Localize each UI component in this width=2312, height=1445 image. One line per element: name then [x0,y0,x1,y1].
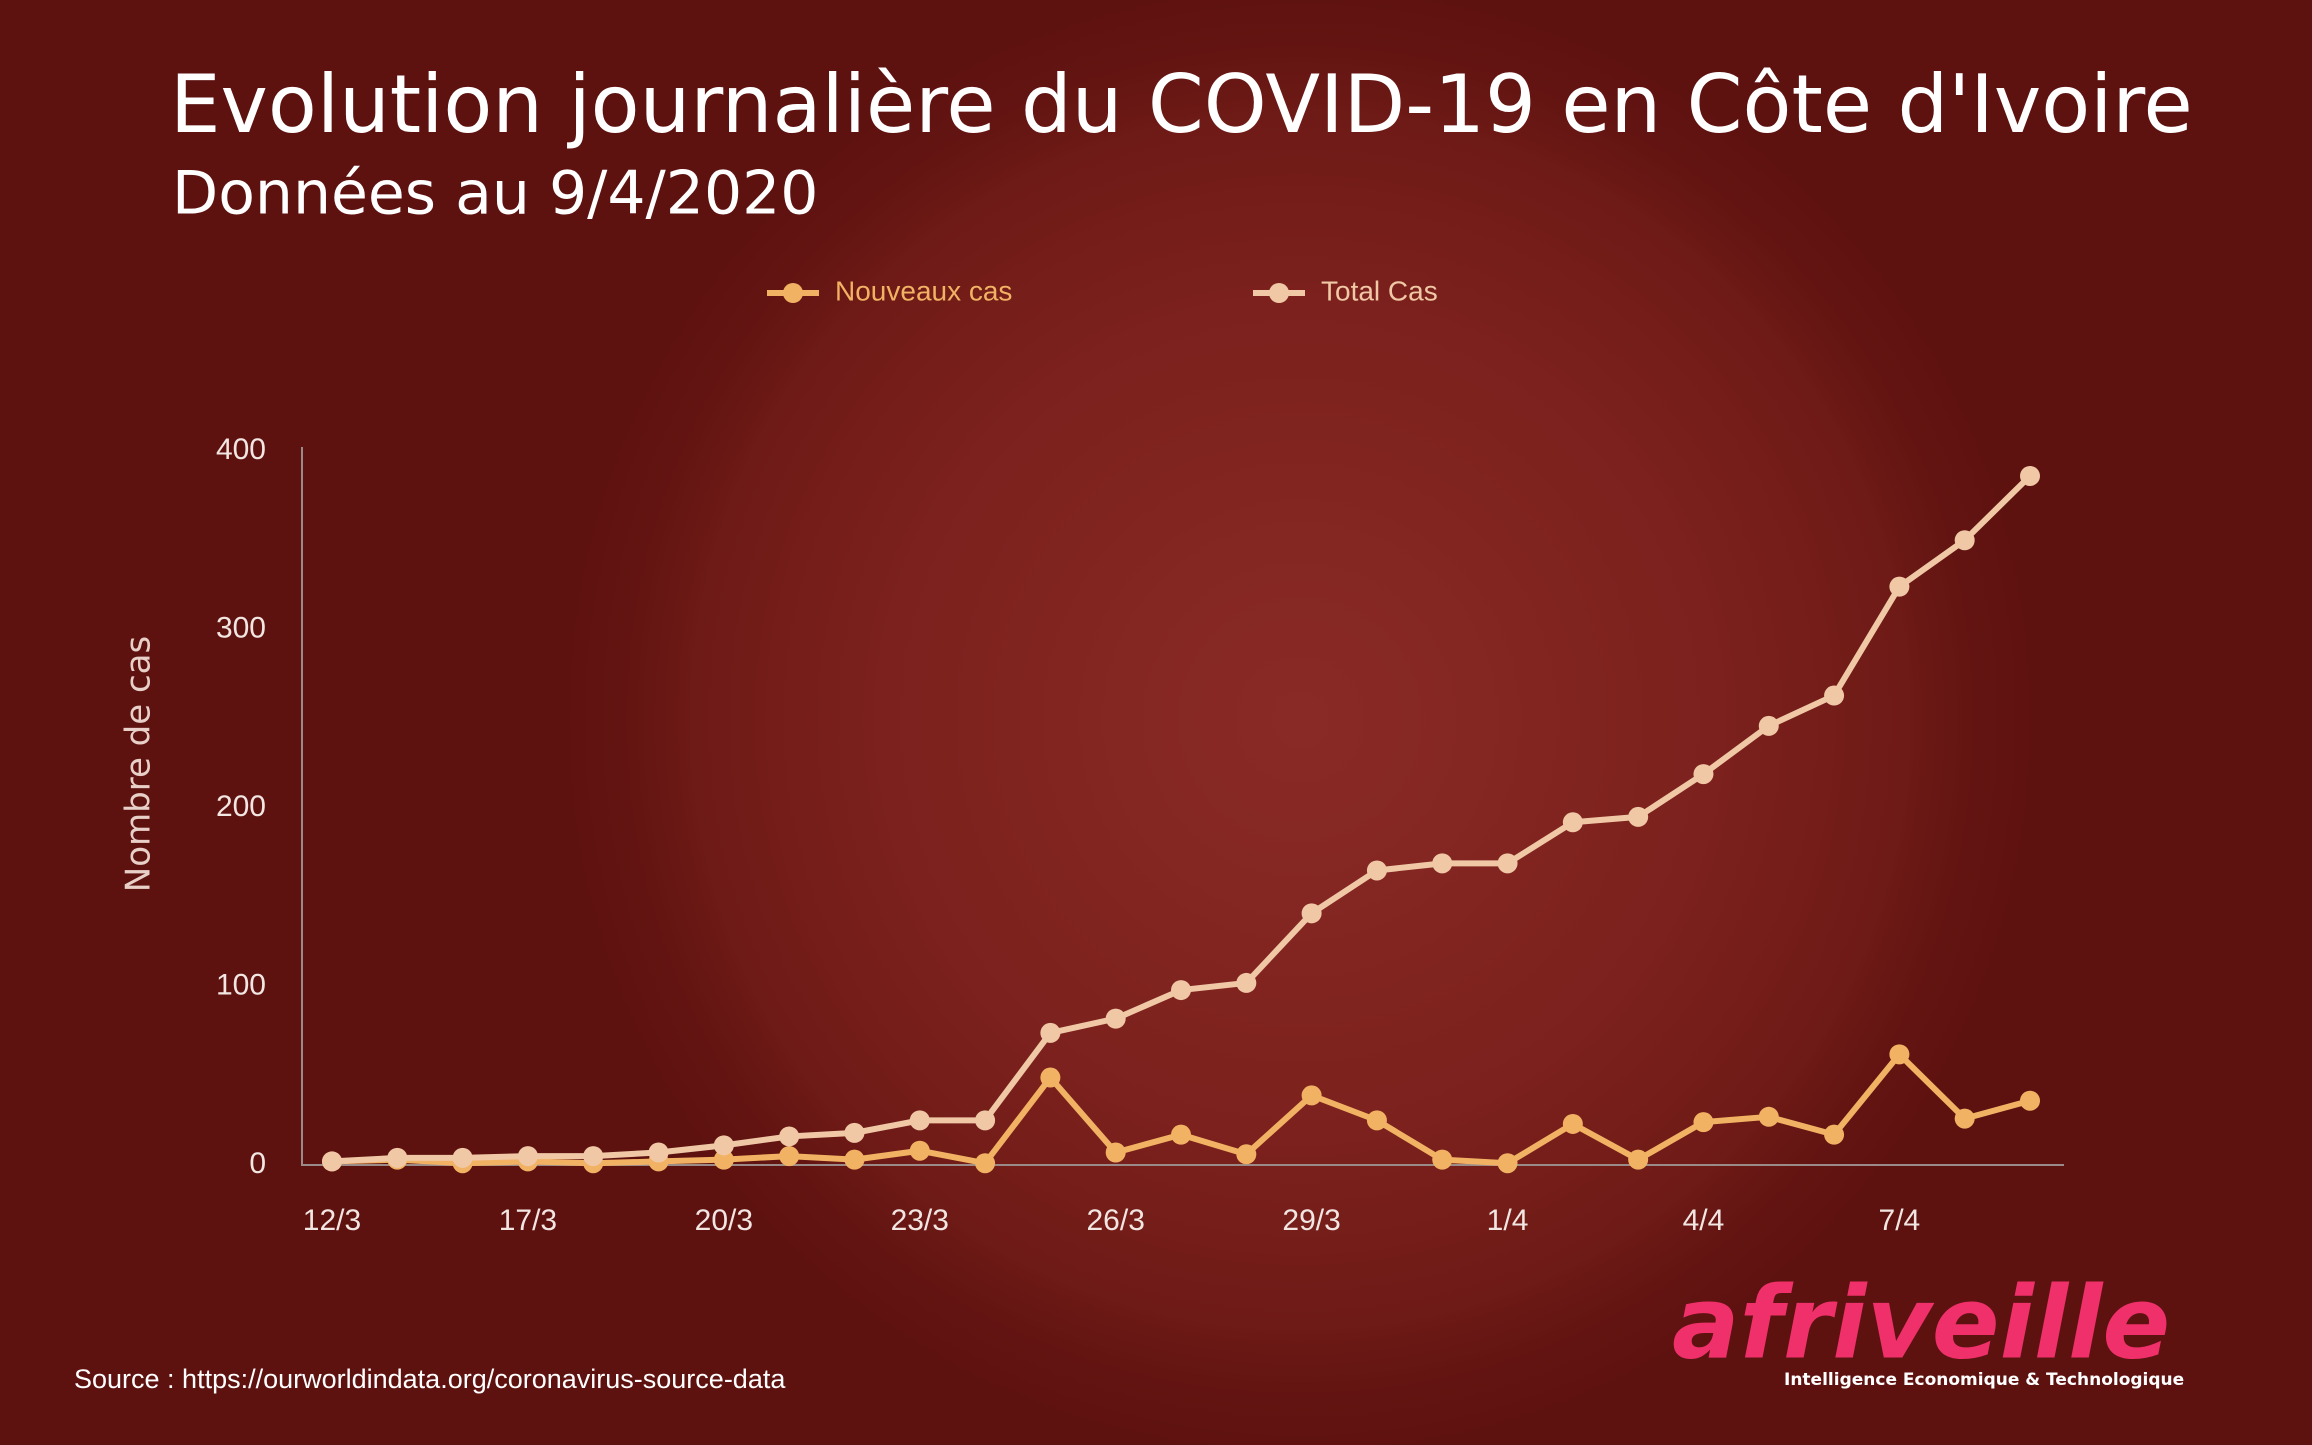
x-tick-label: 29/3 [1282,1204,1340,1237]
chart-subtitle: Données au 9/4/2020 [172,159,818,229]
y-axis-label: Nombre de cas [119,636,159,892]
data-point [648,1142,669,1163]
data-point [2020,1090,2040,1111]
data-point [1562,1113,1583,1134]
x-tick-label: 17/3 [499,1204,557,1237]
data-point [1758,715,1779,736]
data-point [1497,853,1518,874]
data-point [1366,860,1387,881]
x-tick-label: 1/4 [1487,1204,1529,1237]
data-point [1889,1044,1910,1065]
logo: afriveille [1672,1264,2170,1381]
data-point [1889,576,1910,597]
legend-marker [1269,283,1289,303]
data-point [2020,465,2040,486]
data-point [517,1146,538,1167]
x-tick-label: 23/3 [891,1204,949,1237]
data-point [844,1122,865,1143]
data-point [779,1146,800,1167]
x-tick-label: 4/4 [1683,1204,1725,1237]
data-point [1432,853,1453,874]
y-tick-label: 100 [216,968,266,1001]
source: Source : https://ourworldindata.org/coro… [74,1364,786,1394]
data-point [1562,812,1583,833]
data-point [844,1149,865,1170]
data-point [1105,1142,1126,1163]
data-point [1236,1144,1257,1165]
data-point [1824,685,1845,706]
y-tick-label: 0 [249,1147,266,1180]
data-point [1171,1124,1191,1145]
legend-marker [783,283,803,303]
data-point [322,1151,342,1172]
legend-label: Nouveaux cas [835,275,1012,306]
data-point [1040,1022,1061,1043]
data-point [713,1135,734,1156]
data-point [1693,764,1714,785]
y-tick-label: 200 [216,790,266,823]
y-tick-label: 400 [216,433,266,466]
data-point [1954,530,1975,551]
data-point [1366,1110,1387,1131]
data-point [1301,903,1322,924]
x-tick-label: 20/3 [695,1204,753,1237]
data-point [1301,1085,1322,1106]
data-point [583,1146,604,1167]
data-point [1236,972,1257,993]
data-point [1105,1008,1126,1029]
data-point [387,1147,408,1168]
logo-tagline: Intelligence Economique & Technologique [1784,1370,2184,1390]
data-point [1693,1112,1714,1133]
data-point [1758,1106,1779,1127]
data-point [975,1153,996,1174]
data-point [779,1126,800,1147]
data-point [909,1140,930,1161]
x-tick-label: 12/3 [303,1204,361,1237]
x-tick-label: 26/3 [1086,1204,1144,1237]
legend-label: Total Cas [1321,275,1438,306]
x-tick-label: 7/4 [1879,1204,1921,1237]
data-point [975,1110,996,1131]
chart-title: Evolution journalière du COVID-19 en Côt… [170,58,2193,151]
data-point [1628,1149,1649,1170]
data-point [713,1149,734,1170]
data-point [1432,1149,1453,1170]
data-point [909,1110,930,1131]
data-point [1040,1067,1061,1088]
data-point [1824,1124,1845,1145]
data-point [1171,980,1191,1001]
y-tick-label: 300 [216,611,266,644]
data-point [1628,806,1649,827]
background-virus [540,0,2060,1445]
data-point [1954,1108,1975,1129]
data-point [452,1147,473,1168]
data-point [1497,1153,1518,1174]
